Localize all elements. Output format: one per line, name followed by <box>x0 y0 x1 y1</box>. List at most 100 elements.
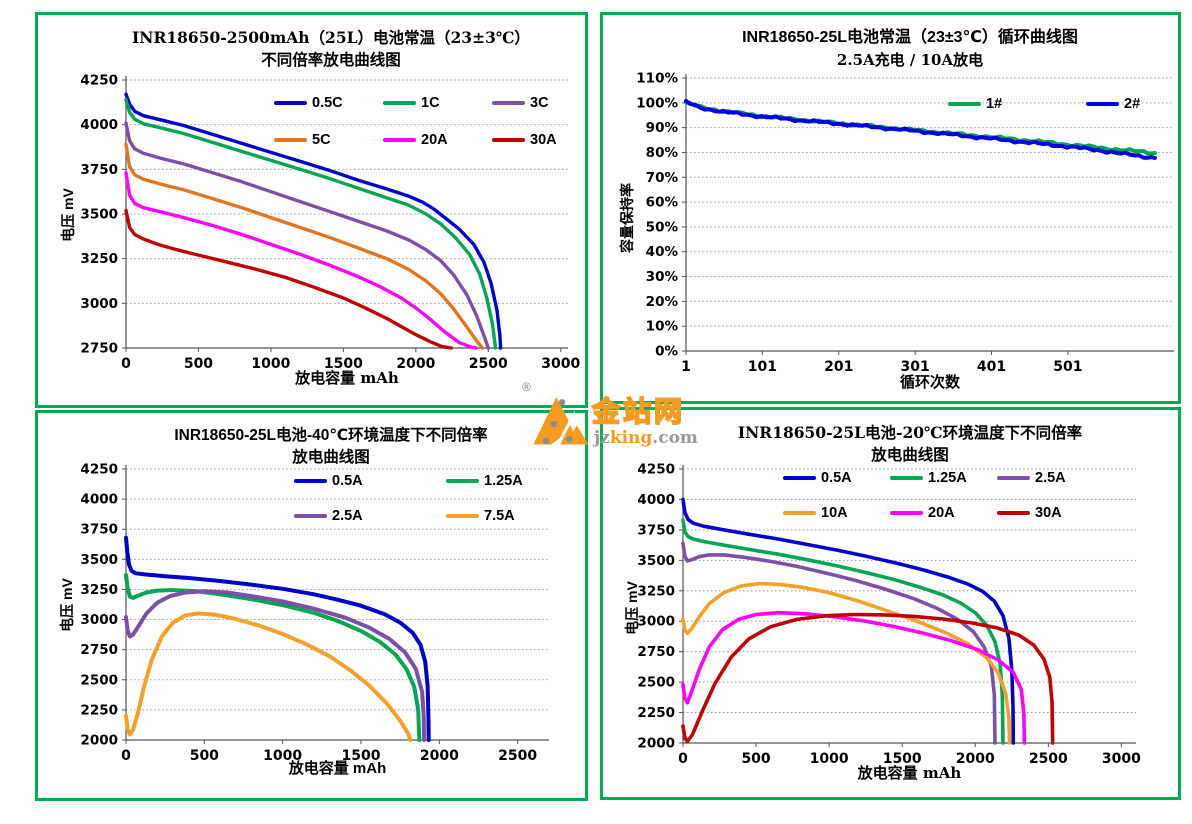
y-axis-label: 电压 mV <box>59 578 75 632</box>
y-axis-label: 容量保持率 <box>619 183 635 253</box>
legend-item-20A: 20A <box>383 132 492 148</box>
y-tick-label: 2000 <box>80 733 118 749</box>
legend-item-5C: 5C <box>274 132 383 148</box>
y-axis-label: 电压 mV <box>624 581 640 635</box>
y-tick-label: 2000 <box>637 736 675 752</box>
legend-label: 5C <box>312 132 331 148</box>
legend-swatch <box>446 479 479 483</box>
y-axis-label: 电压 mV <box>60 188 76 242</box>
y-tick-label: 4250 <box>637 462 675 478</box>
x-axis-label: 放电容量 mAh <box>857 764 962 782</box>
registered-trademark-icon: ® <box>522 380 531 394</box>
legend-label: 0.5A <box>332 473 363 489</box>
series-line-0.5C <box>124 92 503 350</box>
plot-area: 2750 3000 3250 3500 3750 4000 4250 0 500 1000 1500… <box>80 73 580 373</box>
y-tick-label: 0% <box>655 344 678 360</box>
x-tick-label: 1 <box>681 359 691 375</box>
x-tick-label: 201 <box>824 359 853 375</box>
y-tick-label: 2500 <box>637 675 675 691</box>
y-tick-label: 80% <box>646 145 679 161</box>
legend-label: 1# <box>986 96 1003 112</box>
y-tick-label: 4000 <box>80 492 118 508</box>
y-tick-label: 90% <box>646 120 679 136</box>
x-tick-label: 101 <box>748 359 777 375</box>
y-tick-label: 3500 <box>637 553 675 569</box>
y-tick-label: 2500 <box>80 672 118 688</box>
y-tick-label: 2750 <box>80 642 118 658</box>
x-tick-label: 1500 <box>342 748 381 764</box>
legend-swatch <box>383 101 416 105</box>
legend-swatch <box>446 514 479 518</box>
x-tick-label: 0 <box>678 751 688 767</box>
series-line-30A <box>681 612 1055 745</box>
chart-panel-room-temp-rate-discharge: INR18650-2500mAh（25L）电池常温（23±3℃） 不同倍率放电曲线… <box>35 12 588 408</box>
legend-swatch <box>890 511 923 515</box>
y-tick-label: 20% <box>646 294 679 310</box>
legend-item-1#: 1# <box>948 96 1086 112</box>
y-tick-label: 30% <box>646 269 679 285</box>
legend-label: 1.25A <box>928 470 967 486</box>
series-line-20A <box>124 171 478 350</box>
legend-item-1.25A: 1.25A <box>446 473 598 489</box>
watermark-jzking: ® 金站网 jzking.com <box>516 376 698 462</box>
chart-legend: 0.5A 1.25A 2.5A 7.5A <box>294 473 598 524</box>
legend-item-2.5A: 2.5A <box>997 470 1104 486</box>
y-tick-label: 3500 <box>80 552 118 568</box>
y-tick-label: 110% <box>636 71 678 87</box>
legend-swatch <box>294 514 327 518</box>
chart-title-line1: INR18650-25L电池常温（23±3℃）循环曲线图 <box>742 29 1078 46</box>
x-axis-label: 放电容量 mAh <box>295 369 399 387</box>
series-line-2.5A <box>681 541 997 745</box>
legend-item-30A: 30A <box>997 505 1104 521</box>
x-tick-label: 1500 <box>883 751 922 767</box>
legend-item-1C: 1C <box>383 95 492 111</box>
series-line-30A <box>124 208 453 350</box>
series-line-0.5A <box>681 497 1016 745</box>
legend-item-7.5A: 7.5A <box>446 508 598 524</box>
chart-title-line1: INR18650-25L电池-20℃环境温度下不同倍率 <box>737 423 1083 442</box>
legend-label: 10A <box>821 505 848 521</box>
chart-title-line2: 放电曲线图 <box>292 449 370 466</box>
y-tick-label: 3750 <box>637 522 675 538</box>
legend-label: 2.5A <box>1035 470 1066 486</box>
y-tick-label: 3750 <box>80 162 118 178</box>
plot-area: 0% 10% 20% 30% 40% 50% 60% 70% 80% 90% 100% 110% 1 10… <box>636 71 1174 375</box>
legend-label: 3C <box>530 95 549 111</box>
series-line-10A <box>681 581 1012 745</box>
y-tick-label: 70% <box>646 170 679 186</box>
x-tick-label: 2500 <box>498 748 537 764</box>
legend-item-0.5A: 0.5A <box>783 470 890 486</box>
chart-panel-minus20c-discharge: INR18650-25L电池-20℃环境温度下不同倍率 放电曲线图 2000 225… <box>600 407 1181 800</box>
y-tick-label: 3250 <box>80 251 118 267</box>
y-tick-label: 3250 <box>80 582 118 598</box>
series-line-0.5A <box>124 535 431 742</box>
chart-title: INR18650-2500mAh（25L）电池常温（23±3℃） 不同倍率放电曲线… <box>83 27 579 71</box>
legend-label: 2# <box>1124 96 1141 112</box>
y-tick-label: 3750 <box>80 522 118 538</box>
legend-swatch <box>783 476 816 480</box>
legend-label: 0.5A <box>821 470 852 486</box>
legend-swatch <box>492 101 525 105</box>
x-tick-label: 401 <box>977 359 1006 375</box>
x-tick-label: 500 <box>184 356 213 372</box>
legend-swatch <box>274 138 307 142</box>
legend-label: 30A <box>1035 505 1062 521</box>
chart-title-line2: 不同倍率放电曲线图 <box>261 50 401 69</box>
y-tick-label: 2750 <box>637 644 675 660</box>
x-tick-label: 2500 <box>1029 751 1068 767</box>
x-tick-label: 2000 <box>956 751 995 767</box>
legend-item-3C: 3C <box>492 95 601 111</box>
x-tick-label: 1500 <box>324 356 363 372</box>
legend-swatch <box>294 479 327 483</box>
plot-area: 2000 2250 2500 2750 3000 3250 3500 3750 4000 4250… <box>637 462 1141 768</box>
legend-swatch <box>948 102 981 106</box>
series-line-1C <box>124 98 498 350</box>
series-line-1.25A <box>681 518 1005 745</box>
chart-subtitle: 2.5A充电 / 10A放电 <box>836 51 984 69</box>
x-tick-label: 500 <box>190 748 219 764</box>
x-tick-label: 301 <box>900 359 929 375</box>
legend-label: 1C <box>421 95 440 111</box>
watermark-brand-text: 金站网 <box>591 395 686 428</box>
y-tick-label: 4250 <box>80 462 118 478</box>
chart-legend: 1# 2# <box>948 96 1192 112</box>
